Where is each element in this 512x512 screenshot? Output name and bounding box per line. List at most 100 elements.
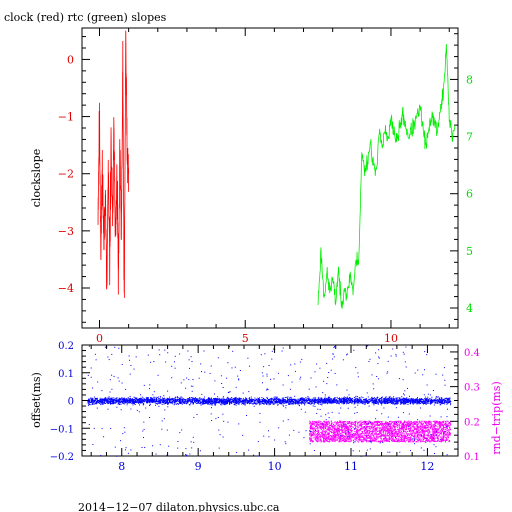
offset-point bbox=[441, 397, 443, 399]
roundtrip-point bbox=[361, 420, 363, 422]
offset-point bbox=[337, 398, 339, 399]
offset-point bbox=[211, 399, 213, 401]
roundtrip-point bbox=[383, 439, 385, 441]
roundtrip-point bbox=[369, 421, 371, 423]
roundtrip-point bbox=[396, 424, 398, 426]
offset-point bbox=[355, 399, 357, 401]
offset-point bbox=[236, 403, 238, 404]
roundtrip-point bbox=[371, 439, 373, 441]
roundtrip-tick-label: 0.3 bbox=[464, 383, 480, 394]
roundtrip-point bbox=[424, 429, 426, 431]
roundtrip-point bbox=[392, 422, 394, 424]
roundtrip-point bbox=[444, 434, 446, 436]
roundtrip-point bbox=[445, 427, 447, 429]
offset-point bbox=[208, 403, 210, 405]
roundtrip-point bbox=[359, 429, 361, 431]
roundtrip-point bbox=[417, 434, 419, 436]
roundtrip-point bbox=[428, 440, 429, 442]
roundtrip-point bbox=[327, 420, 329, 422]
offset-point bbox=[420, 401, 422, 402]
roundtrip-point bbox=[366, 440, 368, 442]
roundtrip-point bbox=[323, 425, 325, 427]
roundtrip-point bbox=[355, 432, 357, 434]
roundtrip-point bbox=[404, 438, 405, 440]
roundtrip-point bbox=[443, 426, 445, 428]
roundtrip-point bbox=[364, 429, 366, 431]
roundtrip-point bbox=[353, 434, 355, 436]
roundtrip-point bbox=[348, 432, 350, 434]
roundtrip-point bbox=[436, 435, 438, 437]
roundtrip-point bbox=[369, 430, 371, 432]
roundtrip-point bbox=[406, 421, 408, 423]
roundtrip-point bbox=[339, 426, 340, 427]
offset-point bbox=[391, 399, 393, 401]
roundtrip-point bbox=[372, 429, 374, 431]
roundtrip-point bbox=[350, 431, 352, 433]
roundtrip-point bbox=[322, 430, 324, 432]
roundtrip-point bbox=[344, 427, 345, 429]
roundtrip-point bbox=[408, 424, 410, 426]
offset-point bbox=[323, 399, 325, 401]
offset-point bbox=[277, 397, 279, 399]
roundtrip-point bbox=[436, 422, 438, 424]
roundtrip-point bbox=[422, 437, 424, 439]
roundtrip-point bbox=[396, 423, 398, 425]
roundtrip-point bbox=[379, 435, 381, 437]
roundtrip-point bbox=[340, 430, 342, 432]
roundtrip-point bbox=[440, 437, 442, 439]
roundtrip-point bbox=[426, 438, 428, 440]
offset-point bbox=[435, 399, 437, 401]
offset-point bbox=[315, 400, 317, 402]
roundtrip-point bbox=[429, 420, 431, 422]
roundtrip-point bbox=[449, 429, 451, 431]
roundtrip-point bbox=[417, 426, 419, 428]
roundtrip-point bbox=[346, 430, 348, 432]
roundtrip-point bbox=[316, 437, 318, 439]
roundtrip-point bbox=[435, 429, 437, 430]
offset-point bbox=[226, 401, 228, 403]
offset-point bbox=[334, 402, 336, 404]
roundtrip-point bbox=[381, 425, 383, 427]
roundtrip-point bbox=[342, 434, 343, 436]
roundtrip-point bbox=[430, 435, 432, 437]
roundtrip-point bbox=[430, 426, 432, 428]
roundtrip-point bbox=[419, 427, 421, 429]
offset-point bbox=[426, 397, 428, 399]
offset-point bbox=[185, 399, 187, 400]
offset-point bbox=[261, 401, 263, 403]
roundtrip-point bbox=[328, 441, 330, 443]
roundtrip-point bbox=[340, 426, 342, 428]
offset-point bbox=[197, 402, 199, 404]
offset-point bbox=[114, 398, 116, 400]
roundtrip-point bbox=[369, 436, 371, 437]
roundtrip-point bbox=[358, 421, 360, 423]
offset-point bbox=[184, 399, 186, 401]
roundtrip-point bbox=[393, 440, 395, 442]
roundtrip-point bbox=[342, 422, 344, 424]
offset-point bbox=[220, 402, 222, 404]
roundtrip-point bbox=[375, 430, 377, 432]
offset-point bbox=[319, 398, 321, 400]
roundtrip-point bbox=[408, 420, 410, 422]
roundtrip-point bbox=[380, 427, 382, 429]
roundtrip-point bbox=[366, 435, 368, 437]
roundtrip-point bbox=[426, 421, 427, 423]
offset-point bbox=[357, 404, 359, 406]
roundtrip-point bbox=[367, 430, 369, 431]
roundtrip-point bbox=[412, 433, 414, 434]
offset-point bbox=[123, 403, 125, 405]
roundtrip-point bbox=[393, 434, 395, 436]
roundtrip-point bbox=[358, 441, 359, 443]
roundtrip-point bbox=[332, 439, 334, 441]
roundtrip-point bbox=[428, 429, 430, 431]
offset-point bbox=[433, 401, 435, 403]
roundtrip-point bbox=[415, 437, 417, 439]
roundtrip-point bbox=[314, 431, 316, 433]
roundtrip-point bbox=[348, 427, 350, 429]
offset-point bbox=[107, 399, 108, 401]
roundtrip-point bbox=[396, 434, 397, 436]
offset-point bbox=[408, 399, 410, 401]
roundtrip-point bbox=[419, 435, 421, 437]
roundtrip-point bbox=[427, 425, 429, 427]
offset-tick-label: −0.2 bbox=[50, 452, 74, 463]
